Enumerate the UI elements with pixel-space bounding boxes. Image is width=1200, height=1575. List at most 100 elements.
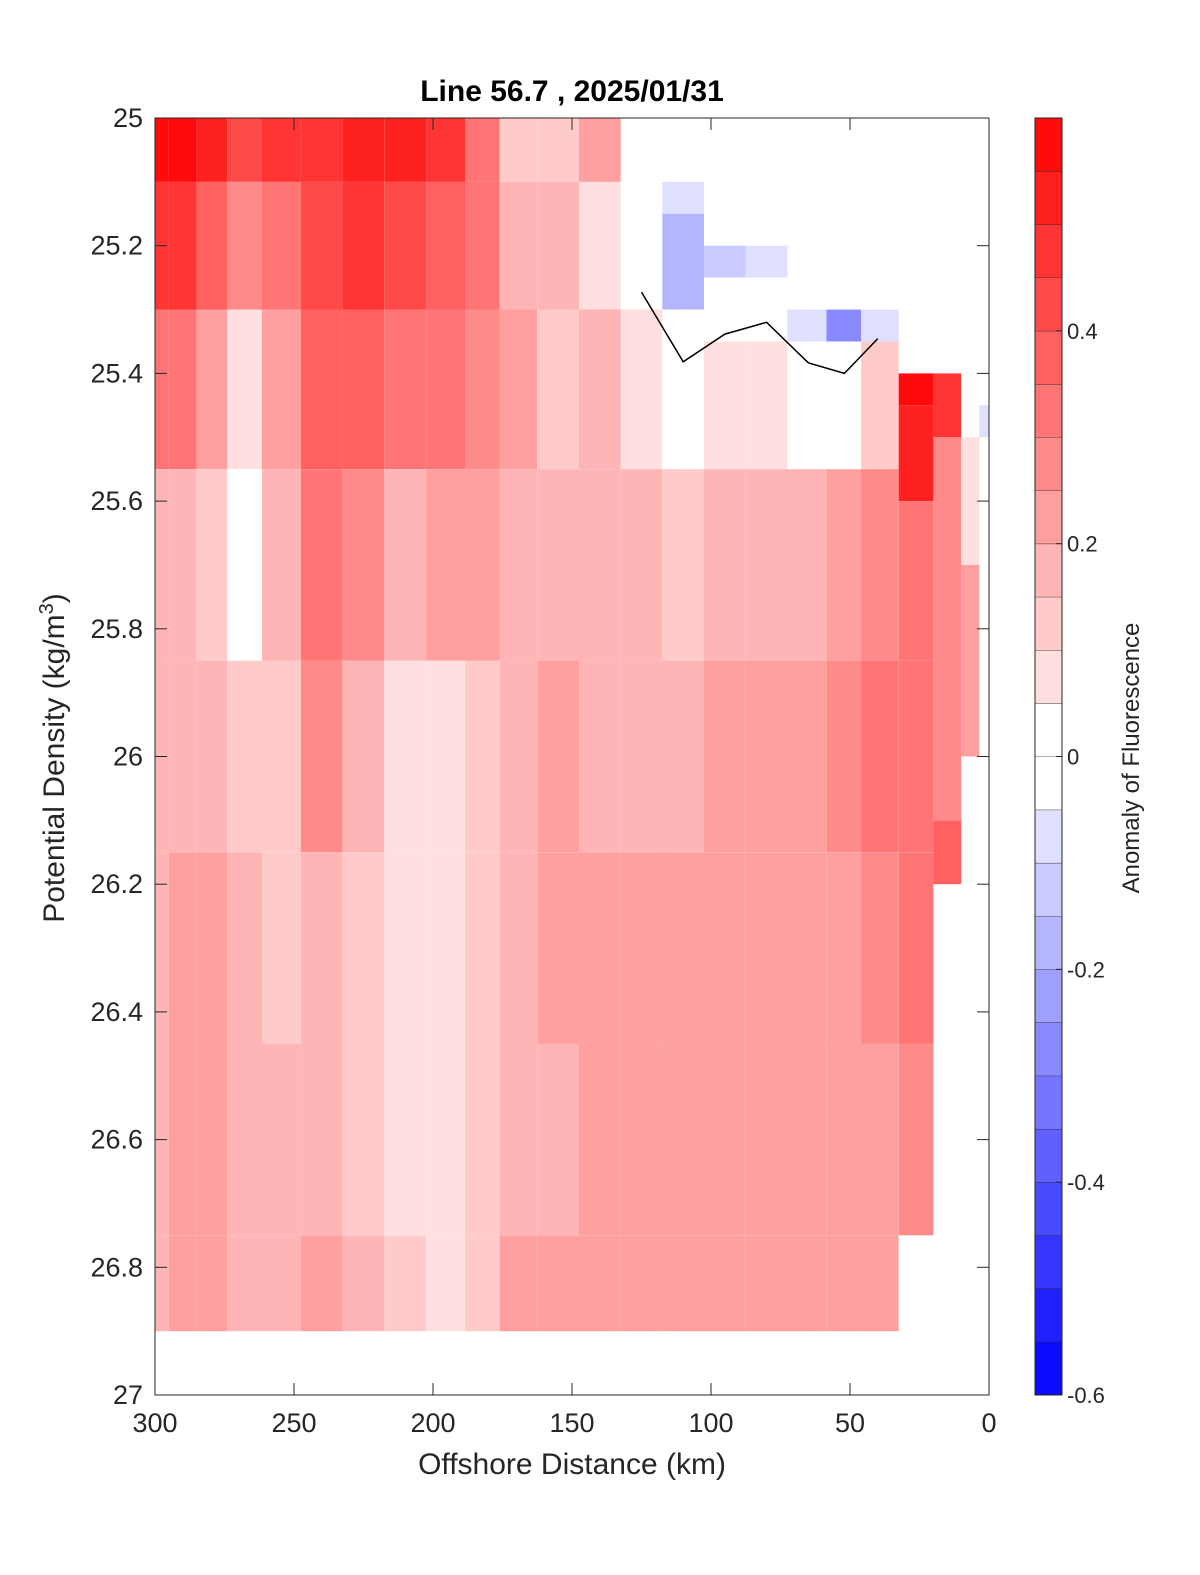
field-cell bbox=[745, 1043, 788, 1236]
y-tick-label: 26.6 bbox=[90, 1125, 143, 1155]
colorbar-band bbox=[1035, 1235, 1062, 1289]
field-cell bbox=[933, 437, 962, 565]
field-cell bbox=[300, 118, 343, 182]
field-cell bbox=[898, 501, 934, 661]
y-axis-label-superscript: 3 bbox=[36, 603, 58, 614]
field-cell bbox=[662, 309, 704, 470]
field-cell bbox=[300, 1235, 343, 1332]
colorbar-band bbox=[1035, 1182, 1062, 1236]
field-cell bbox=[262, 469, 301, 661]
field-cell bbox=[426, 309, 465, 470]
zero-contour-lines bbox=[640, 291, 879, 375]
field-cell bbox=[499, 118, 538, 182]
field-cell bbox=[168, 660, 197, 853]
field-cell bbox=[898, 660, 934, 853]
field-cell bbox=[662, 1235, 704, 1332]
colorbar-band bbox=[1035, 1128, 1062, 1183]
colorbar-band bbox=[1035, 171, 1062, 225]
y-tick-label: 26.2 bbox=[90, 869, 143, 899]
field-cell bbox=[704, 1043, 746, 1236]
field-cell bbox=[262, 1043, 301, 1236]
colorbar-band bbox=[1035, 330, 1062, 385]
field-cell bbox=[168, 1043, 197, 1236]
field-cell bbox=[979, 405, 989, 438]
field-cell bbox=[620, 852, 663, 1044]
field-cell bbox=[704, 341, 746, 470]
y-axis-label-close: ) bbox=[38, 593, 71, 603]
field-cell bbox=[662, 181, 704, 214]
x-tick-label: 300 bbox=[132, 1408, 177, 1438]
field-cell bbox=[861, 341, 899, 470]
colorbar: -0.6 -0.4 -0.2 0 0.2 0.4 bbox=[1034, 117, 1105, 1408]
colorbar-band bbox=[1035, 596, 1062, 651]
anomaly-field bbox=[155, 118, 989, 1332]
field-cell bbox=[704, 1235, 746, 1332]
y-axis-label: Potential Density (kg/m3) bbox=[36, 593, 71, 923]
field-cell bbox=[426, 852, 465, 1044]
field-cell bbox=[537, 852, 579, 1044]
field-cell bbox=[168, 1235, 197, 1332]
field-cell bbox=[384, 309, 427, 470]
field-cell bbox=[704, 660, 746, 853]
field-cell bbox=[227, 852, 262, 1044]
field-cell bbox=[537, 1043, 579, 1236]
field-cell bbox=[342, 118, 385, 182]
field-cell bbox=[168, 469, 197, 661]
field-cell bbox=[300, 1043, 343, 1236]
field-cell bbox=[300, 181, 343, 310]
x-tick-label: 100 bbox=[688, 1408, 733, 1438]
colorbar-band bbox=[1035, 1288, 1062, 1342]
x-axis: 300 250 200 150 100 50 0 bbox=[132, 118, 997, 1438]
field-cell bbox=[196, 660, 228, 853]
y-tick-label: 26 bbox=[113, 742, 143, 772]
colorbar-band bbox=[1035, 490, 1062, 544]
field-cell bbox=[662, 469, 704, 661]
field-cell bbox=[384, 181, 427, 310]
colorbar-tick-label: 0.4 bbox=[1067, 319, 1098, 344]
colorbar-band bbox=[1035, 1022, 1062, 1076]
field-cell bbox=[465, 660, 500, 853]
field-cell bbox=[579, 118, 621, 182]
field-cell bbox=[384, 1235, 427, 1332]
field-cell bbox=[168, 118, 197, 182]
colorbar-band bbox=[1035, 118, 1062, 172]
field-cell bbox=[342, 181, 385, 310]
field-cell bbox=[861, 660, 899, 853]
y-axis-label-main: Potential Density (kg/m bbox=[38, 614, 71, 922]
field-cell bbox=[826, 469, 862, 661]
field-cell bbox=[155, 309, 169, 470]
field-cell bbox=[620, 1043, 663, 1236]
field-cell bbox=[384, 852, 427, 1044]
field-cell bbox=[579, 852, 621, 1044]
field-cell bbox=[262, 181, 301, 310]
field-cell bbox=[826, 309, 862, 342]
colorbar-tick-label: 0 bbox=[1067, 745, 1079, 770]
field-cell bbox=[155, 469, 169, 661]
field-cell bbox=[196, 118, 228, 182]
field-cell bbox=[933, 373, 962, 438]
field-cell bbox=[227, 1235, 262, 1332]
colorbar-band bbox=[1035, 543, 1062, 597]
field-cell bbox=[227, 1043, 262, 1236]
x-tick-label: 0 bbox=[981, 1408, 996, 1438]
field-cell bbox=[861, 1043, 899, 1236]
field-cell bbox=[426, 118, 465, 182]
field-cell bbox=[465, 469, 500, 661]
field-cell bbox=[579, 1235, 621, 1332]
field-cell bbox=[155, 118, 169, 182]
x-tick-label: 50 bbox=[835, 1408, 865, 1438]
field-cell bbox=[537, 309, 579, 470]
field-cell bbox=[961, 437, 980, 565]
field-cell bbox=[465, 181, 500, 310]
field-cell bbox=[898, 405, 934, 502]
colorbar-tick-label: -0.6 bbox=[1067, 1383, 1105, 1408]
field-cell bbox=[262, 309, 301, 470]
field-cell bbox=[426, 660, 465, 853]
field-cell bbox=[979, 437, 989, 470]
field-cell bbox=[961, 373, 980, 438]
field-cell bbox=[961, 565, 980, 693]
y-axis: 25 25.2 25.4 25.6 25.8 26 26.2 26.4 26.6 26.8 27 bbox=[90, 103, 989, 1410]
field-cell bbox=[933, 692, 962, 821]
field-cell bbox=[620, 469, 663, 661]
field-cell bbox=[787, 341, 827, 470]
